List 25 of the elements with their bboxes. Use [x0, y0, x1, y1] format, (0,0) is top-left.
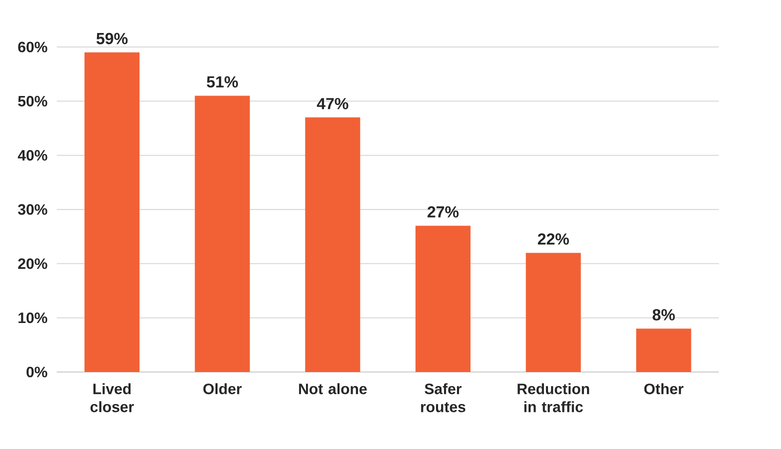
- y-tick-label: 10%: [18, 312, 48, 324]
- data-label: 51%: [206, 76, 238, 88]
- bar: [636, 328, 692, 372]
- x-tick-label: Lived closer: [90, 383, 134, 412]
- bar: [526, 252, 581, 372]
- data-label: 47%: [316, 98, 348, 110]
- y-tick-label: 40%: [18, 150, 48, 161]
- y-tick-label: 0%: [26, 366, 48, 378]
- bar: [305, 117, 360, 372]
- y-tick-label: 60%: [18, 42, 48, 52]
- y-tick-label: 50%: [18, 96, 48, 106]
- x-tick-label: Reduction in traffic: [518, 383, 590, 412]
- x-tick-label: Not alone: [299, 383, 367, 394]
- y-tick-label: 20%: [18, 258, 48, 269]
- x-tick-label: Other: [644, 383, 684, 394]
- data-label: 22%: [538, 233, 569, 245]
- bar: [416, 226, 471, 372]
- data-label: 27%: [428, 206, 459, 218]
- x-tick-label: Safer routes: [421, 383, 466, 412]
- y-tick-label: 30%: [18, 204, 48, 215]
- bar: [84, 52, 140, 372]
- data-label: 59%: [96, 32, 128, 44]
- x-tick-label: Older: [203, 383, 242, 394]
- data-label: 8%: [652, 309, 675, 320]
- bar: [194, 96, 250, 372]
